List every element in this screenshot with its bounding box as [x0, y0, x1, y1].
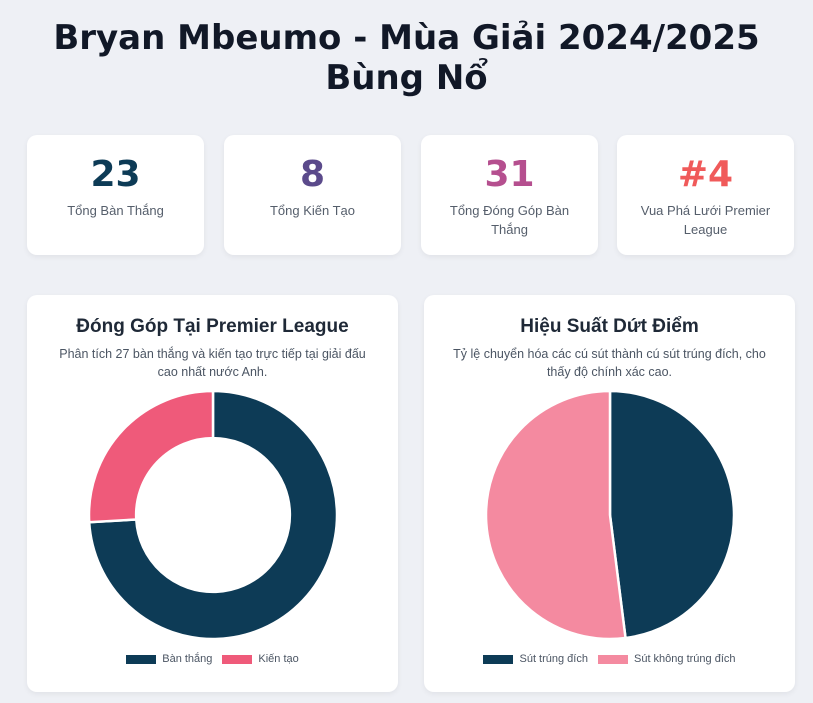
pie-slice-1[interactable] [608, 390, 736, 640]
shooting-chart-card: Hiệu Suất Dứt Điểm Tỷ lệ chuyển hóa các … [424, 295, 795, 692]
chart-legend: Bàn thắng Kiến tạo [27, 653, 398, 665]
legend-swatch [483, 654, 514, 664]
stat-label: Tổng Bàn Thắng [67, 203, 164, 218]
stat-value: #4 [677, 154, 734, 195]
page-title-line1: Bryan Mbeumo - Mùa Giải 2024/2025 [53, 18, 760, 58]
pie-slice-1[interactable] [87, 390, 339, 641]
stat-label: Tổng Kiến Tạo [269, 203, 356, 218]
legend-label: Sút không trúng đích [633, 653, 736, 665]
legend-item-off-target[interactable]: Sút không trúng đích [597, 653, 736, 665]
chart-subtitle: Tỷ lệ chuyển hóa các cú sút thành cú sút… [453, 347, 766, 379]
chart-legend: Sút trúng đích Sút không trúng đích [424, 653, 795, 665]
pie-slice-2[interactable] [484, 390, 627, 641]
page-title-line2: Bùng Nổ [325, 58, 488, 98]
stat-card-contributions: 31 Tổng Đóng Góp Bàn Thắng [421, 135, 598, 255]
legend-swatch [597, 654, 628, 664]
contribution-donut-chart [87, 390, 339, 641]
legend-item-goals[interactable]: Bàn thắng [126, 653, 212, 665]
stat-value: 31 [484, 154, 535, 195]
stat-value: 8 [299, 154, 326, 195]
legend-swatch [126, 654, 157, 664]
legend-label: Sút trúng đích [519, 653, 588, 665]
page-title: Bryan Mbeumo - Mùa Giải 2024/2025 Bùng N… [0, 18, 813, 98]
stat-label: Vua Phá Lưới Premier League [640, 203, 771, 237]
stat-card-rank: #4 Vua Phá Lưới Premier League [617, 135, 794, 255]
contribution-chart-card: Đóng Góp Tại Premier League Phân tích 27… [27, 295, 398, 692]
pie-slice-2[interactable] [87, 390, 215, 524]
chart-title: Đóng Góp Tại Premier League [76, 316, 349, 337]
legend-label: Bàn thắng [162, 653, 213, 665]
legend-item-on-target[interactable]: Sút trúng đích [483, 653, 588, 665]
stat-label: Tổng Đóng Góp Bàn Thắng [449, 203, 570, 237]
stat-value: 23 [90, 154, 141, 195]
legend-item-assists[interactable]: Kiến tạo [222, 653, 299, 665]
chart-title: Hiệu Suất Dứt Điểm [520, 316, 699, 337]
chart-subtitle: Phân tích 27 bàn thắng và kiến tạo trực … [59, 347, 366, 379]
legend-label: Kiến tạo [258, 653, 299, 665]
stat-card-goals: 23 Tổng Bàn Thắng [27, 135, 204, 255]
shooting-pie-chart [484, 390, 736, 641]
stat-card-assists: 8 Tổng Kiến Tạo [224, 135, 401, 255]
legend-swatch [222, 654, 253, 664]
